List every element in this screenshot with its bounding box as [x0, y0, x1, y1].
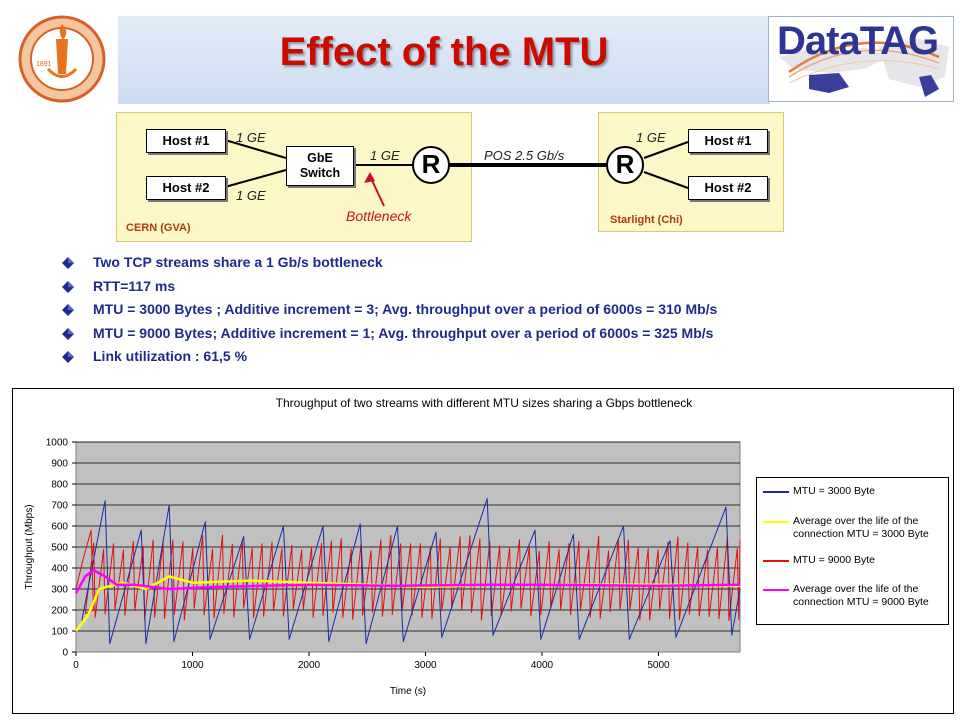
bullet-item: RTT=117 ms	[60, 276, 940, 300]
y-tick-label: 500	[51, 543, 68, 554]
legend-swatch	[763, 560, 789, 562]
datatag-logo-text: DataTAG	[777, 19, 939, 63]
y-tick-label: 600	[51, 522, 68, 533]
diamond-bullet-icon	[62, 280, 74, 293]
legend-swatch	[763, 589, 789, 591]
legend-label: Average over the life of the connection …	[793, 583, 929, 608]
link-label-wan: POS 2.5 Gb/s	[484, 148, 565, 163]
legend-label: MTU = 9000 Byte	[793, 554, 875, 566]
bullet-item: MTU = 3000 Bytes ; Additive increment = …	[60, 299, 940, 323]
y-tick-label: 900	[51, 459, 68, 470]
svg-text:1891: 1891	[36, 61, 52, 68]
bullet-item: MTU = 9000 Bytes; Additive increment = 1…	[60, 323, 940, 347]
legend-item: Average over the life of the connection …	[757, 514, 950, 544]
y-tick-label: 200	[51, 606, 68, 617]
diamond-bullet-icon	[62, 327, 74, 340]
bullet-list: Two TCP streams share a 1 Gb/s bottlenec…	[60, 252, 940, 370]
x-tick-label: 4000	[531, 660, 554, 671]
legend-label: MTU = 3000 Byte	[793, 485, 875, 497]
legend-item: MTU = 9000 Byte	[757, 553, 950, 583]
diagram-links	[224, 139, 689, 207]
starlight-site-label: Starlight (Chi)	[610, 214, 683, 226]
bullet-text: MTU = 3000 Bytes ; Additive increment = …	[93, 301, 718, 317]
starlight-host-1: Host #1	[688, 129, 768, 153]
throughput-chart: 0 100 200 300 400 500 600 700 800 900 1000 0 1000 200…	[24, 438, 741, 697]
bullet-text: RTT=117 ms	[93, 277, 176, 294]
diamond-bullet-icon	[62, 257, 74, 269]
y-axis-label: Throughput (Mbps)	[24, 504, 35, 589]
x-tick-label: 2000	[298, 660, 321, 671]
switch-label-line1: GbE	[307, 151, 333, 165]
bullet-text: MTU = 9000 Bytes; Additive increment = 1…	[93, 324, 714, 341]
x-tick-label: 5000	[647, 660, 670, 671]
link-label-host2-switch: 1 GE	[236, 188, 266, 203]
series-line-mtu-9000	[75, 529, 741, 621]
header: 1891 Effect of the MTU DataTAG	[0, 12, 960, 107]
legend-swatch	[763, 521, 789, 523]
y-tick-label: 100	[51, 627, 68, 638]
datatag-logo: DataTAG	[768, 16, 954, 102]
chart-title: Throughput of two streams with different…	[275, 396, 693, 410]
legend-label: Average over the life of the connection …	[793, 515, 929, 540]
cern-host-1: Host #1	[146, 129, 226, 153]
bottleneck-label: Bottleneck	[346, 208, 412, 224]
page-title: Effect of the MTU	[279, 30, 609, 74]
legend-swatch	[763, 491, 789, 493]
x-tick-label: 1000	[181, 660, 204, 671]
router-starlight: R	[606, 146, 644, 184]
diamond-bullet-icon	[62, 304, 74, 316]
starlight-host-2: Host #2	[688, 176, 768, 200]
diamond-bullet-icon	[62, 351, 74, 363]
link-label-starlight-router: 1 GE	[636, 130, 666, 145]
bullet-item: Link utilization : 61,5 %	[60, 346, 940, 370]
y-tick-label: 700	[51, 501, 68, 512]
y-tick-label: 800	[51, 480, 68, 491]
bullet-item: Two TCP streams share a 1 Gb/s bottlenec…	[60, 252, 940, 276]
bullet-text: Link utilization : 61,5 %	[93, 348, 248, 364]
x-tick-label: 3000	[414, 660, 437, 671]
x-axis-label: Time (s)	[390, 686, 426, 697]
switch-label-line2: Switch	[299, 166, 341, 180]
y-tick-label: 1000	[46, 438, 69, 449]
caltech-seal-logo: 1891	[8, 14, 120, 104]
cern-host-2: Host #2	[146, 176, 226, 200]
legend-item: MTU = 3000 Byte	[757, 484, 950, 514]
y-tick-label: 0	[62, 648, 68, 659]
gbe-switch: GbE Switch	[286, 146, 354, 186]
x-tick-label: 0	[73, 660, 79, 671]
y-tick-label: 400	[51, 564, 68, 575]
chart-frame: Throughput of two streams with different…	[12, 388, 954, 714]
legend-item: Average over the life of the connection …	[757, 582, 950, 612]
title-band	[118, 16, 770, 104]
chart-legend: MTU = 3000 Byte Average over the life of…	[756, 477, 949, 625]
series-line-avg-9000	[74, 568, 741, 594]
bullet-text: Two TCP streams share a 1 Gb/s bottlenec…	[93, 254, 383, 270]
link-label-host1-switch: 1 GE	[236, 130, 266, 145]
cern-site-label: CERN (GVA)	[126, 222, 191, 234]
link-label-switch-router: 1 GE	[370, 148, 400, 163]
y-tick-label: 300	[51, 585, 68, 596]
router-cern: R	[412, 146, 450, 184]
